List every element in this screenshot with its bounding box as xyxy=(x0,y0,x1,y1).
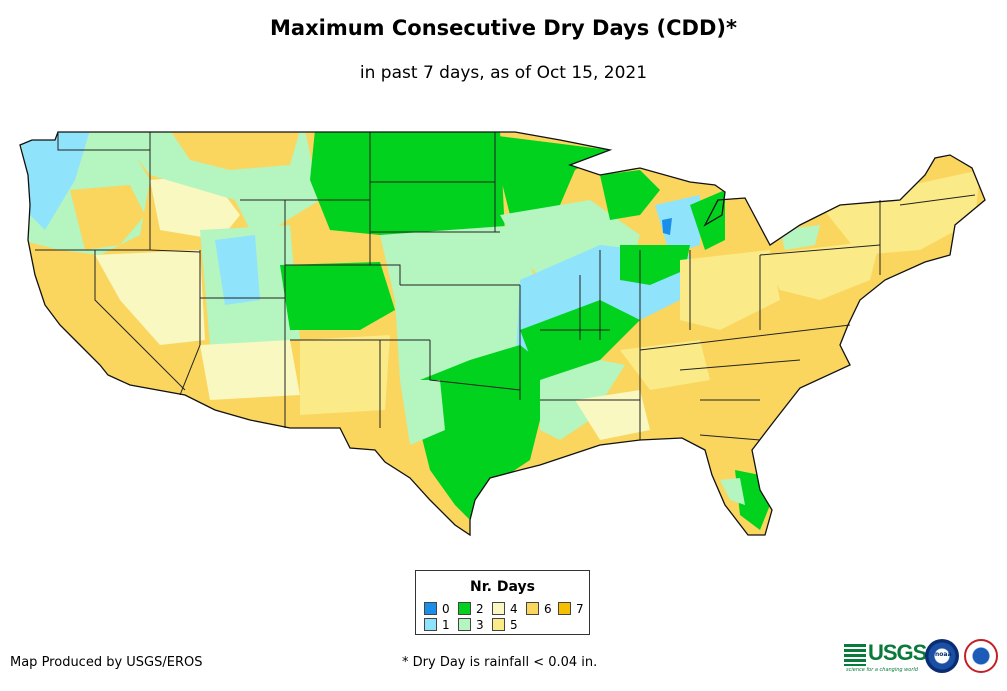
agency-logos: USGS science for a changing world noaa xyxy=(842,638,1002,678)
noaa-logo-text: noaa xyxy=(935,651,952,658)
legend-swatch xyxy=(424,602,437,615)
legend-swatch xyxy=(424,618,437,631)
usgs-logo-text: USGS xyxy=(868,640,927,665)
map-title: Maximum Consecutive Dry Days (CDD)* xyxy=(270,16,737,40)
legend-item-4: 4 xyxy=(492,602,518,616)
legend-item-3: 3 xyxy=(458,618,484,632)
usgs-tagline: science for a changing world xyxy=(846,667,918,673)
dry-day-footnote: * Dry Day is rainfall < 0.04 in. xyxy=(402,655,598,670)
legend-item-7: 7 xyxy=(558,602,584,616)
usgs-logo-icon xyxy=(844,644,866,666)
legend-swatch xyxy=(558,602,571,615)
legend-swatch xyxy=(492,618,505,631)
legend-item-1: 1 xyxy=(424,618,450,632)
legend-item-2: 2 xyxy=(458,602,484,616)
map-credit: Map Produced by USGS/EROS xyxy=(10,655,203,670)
legend-title: Nr. Days xyxy=(470,579,535,595)
legend-swatch xyxy=(492,602,505,615)
nws-logo-icon xyxy=(964,639,998,673)
map-subtitle: in past 7 days, as of Oct 15, 2021 xyxy=(359,63,648,83)
legend-item-0: 0 xyxy=(424,602,450,616)
legend-swatch xyxy=(458,618,471,631)
legend-swatch xyxy=(458,602,471,615)
legend-item-5: 5 xyxy=(492,618,518,632)
noaa-logo-icon xyxy=(925,639,959,673)
legend-swatch xyxy=(526,602,539,615)
legend-item-6: 6 xyxy=(526,602,552,616)
legend: Nr. Days 0 1 2 3 4 5 6 7 xyxy=(415,570,590,635)
